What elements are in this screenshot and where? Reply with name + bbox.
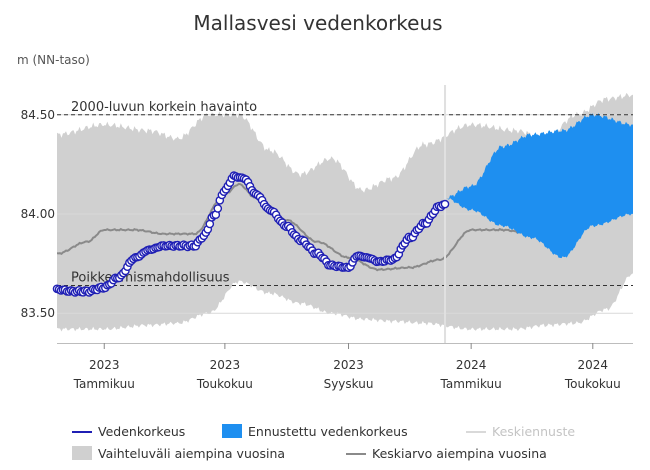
x-tick-month-label: Syyskuu xyxy=(324,377,374,391)
observed-level-point xyxy=(440,199,450,209)
x-tick-month-label: Toukokuu xyxy=(196,377,253,391)
chart-title: Mallasvesi vedenkorkeus xyxy=(193,11,442,35)
legend-label: Ennustettu vedenkorkeus xyxy=(248,424,408,439)
legend-label: Keskiarvo aiempina vuosina xyxy=(372,446,547,461)
y-tick-label: 83.50 xyxy=(21,306,55,320)
x-tick-year-label: 2023 xyxy=(89,358,120,372)
legend-label: Vaihteluväli aiempina vuosina xyxy=(98,446,285,461)
x-tick-year-label: 2024 xyxy=(578,358,609,372)
y-tick-label: 84.50 xyxy=(21,108,55,122)
x-tick-year-label: 2023 xyxy=(210,358,241,372)
x-tick-month-label: Tammikuu xyxy=(440,377,502,391)
legend-label: Vedenkorkeus xyxy=(98,424,185,439)
plot-area: 83.50 84.00 84.50 2000-luvun korkein havain… xyxy=(21,85,633,391)
forecast-band xyxy=(445,113,633,259)
legend-item: Keskiarvo aiempina vuosina xyxy=(346,446,547,461)
reference-line-label: 2000-luvun korkein havainto xyxy=(71,100,257,115)
historical-range-band xyxy=(57,92,633,332)
legend: Vedenkorkeus Ennustettu vedenkorkeus Keski… xyxy=(72,424,575,461)
legend-item: Ennustettu vedenkorkeus xyxy=(222,424,408,439)
legend-item: Vedenkorkeus xyxy=(72,424,185,439)
legend-area-swatch xyxy=(72,446,92,460)
x-tick-year-label: 2024 xyxy=(456,358,487,372)
y-axis-unit-label: m (NN-taso) xyxy=(17,53,90,67)
x-tick-month-label: Toukokuu xyxy=(564,377,621,391)
x-tick-month-label: Tammikuu xyxy=(73,377,135,391)
observed-level-point xyxy=(213,204,223,213)
x-tick-year-label: 2023 xyxy=(333,358,364,372)
legend-item: Keskiennuste xyxy=(466,424,575,439)
reference-line-label: Poikkeamismahdollisuus xyxy=(71,270,230,285)
legend-item: Vaihteluväli aiempina vuosina xyxy=(72,446,285,461)
legend-area-swatch xyxy=(222,424,242,438)
y-tick-label: 84.00 xyxy=(21,207,55,221)
legend-label: Keskiennuste xyxy=(492,424,575,439)
